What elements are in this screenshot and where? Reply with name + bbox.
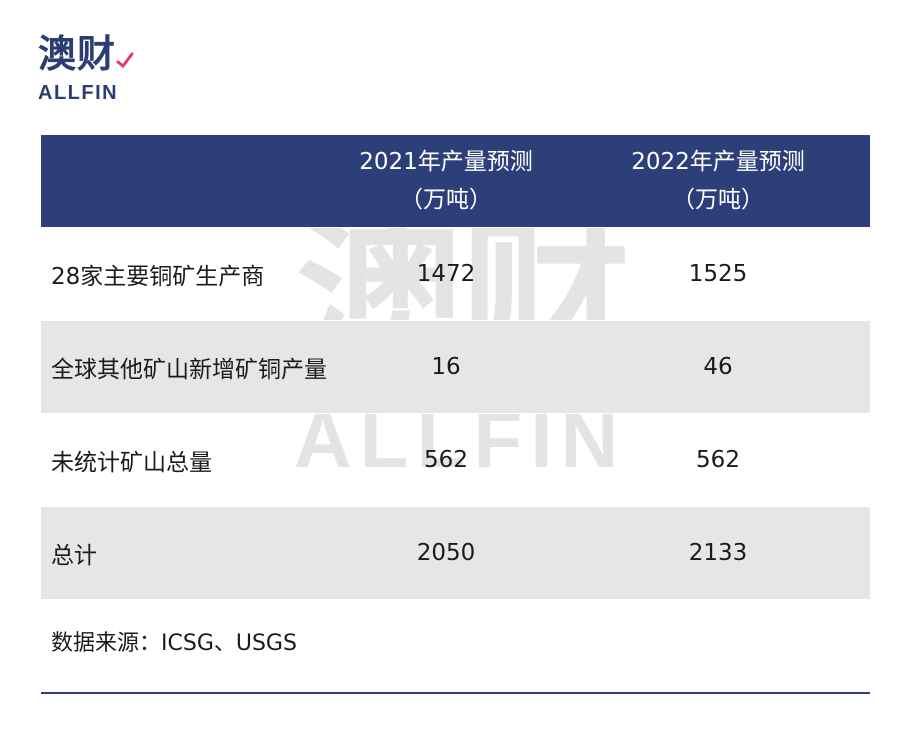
row-label: 全球其他矿山新增矿铜产量 xyxy=(51,357,327,383)
row-label: 总计 xyxy=(51,543,97,569)
copper-production-table: 2021年产量预测 （万吨） 2022年产量预测 （万吨） 28家主要铜矿生产商… xyxy=(41,135,870,599)
data-source-note: 数据来源：ICSG、USGS xyxy=(51,631,297,656)
bottom-divider xyxy=(41,692,870,694)
table-header-row: 2021年产量预测 （万吨） 2022年产量预测 （万吨） xyxy=(41,135,870,227)
header-2022-title: 2022年产量预测 xyxy=(631,149,805,175)
value-2022: 1525 xyxy=(688,261,748,287)
header-2021-unit: （万吨） xyxy=(400,187,492,213)
logo-chinese-text: 澳财 xyxy=(38,32,117,76)
value-2022: 562 xyxy=(696,447,740,473)
logo-english-text: ALLFIN xyxy=(38,82,119,104)
logo-accent-mark xyxy=(116,52,134,68)
allfin-logo: 澳财 ALLFIN xyxy=(38,30,158,110)
table-row: 未统计矿山总量 562 562 xyxy=(41,413,870,506)
value-2022: 2133 xyxy=(688,540,748,566)
value-2021: 1472 xyxy=(416,261,476,287)
value-2021: 562 xyxy=(424,447,468,473)
table-row: 全球其他矿山新增矿铜产量 16 46 xyxy=(41,320,870,413)
table-row: 28家主要铜矿生产商 1472 1525 xyxy=(41,227,870,320)
header-2022: 2022年产量预测 （万吨） xyxy=(613,135,823,227)
row-label: 28家主要铜矿生产商 xyxy=(51,264,265,290)
table-row-total: 总计 2050 2133 xyxy=(41,506,870,599)
value-2021: 16 xyxy=(431,354,461,380)
value-2022: 46 xyxy=(703,354,733,380)
row-label: 未统计矿山总量 xyxy=(51,450,212,476)
header-2022-unit: （万吨） xyxy=(672,187,764,213)
header-2021: 2021年产量预测 （万吨） xyxy=(341,135,551,227)
value-2021: 2050 xyxy=(416,540,476,566)
header-2021-title: 2021年产量预测 xyxy=(359,149,533,175)
